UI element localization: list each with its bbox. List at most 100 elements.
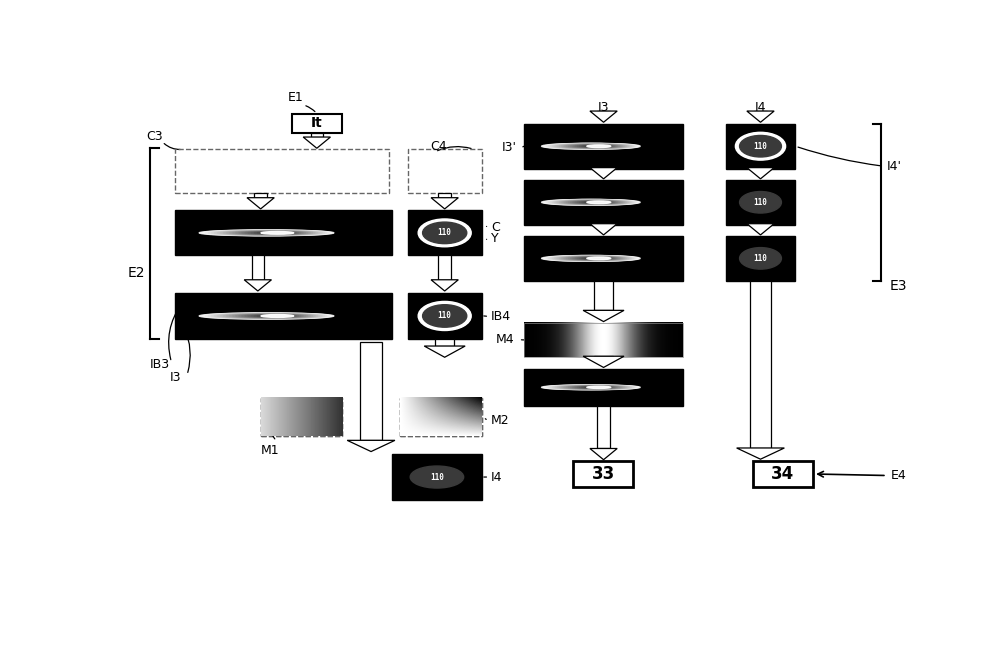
Polygon shape <box>590 448 617 459</box>
Ellipse shape <box>587 386 611 389</box>
Ellipse shape <box>548 256 635 261</box>
Bar <box>408 211 482 256</box>
Ellipse shape <box>211 313 324 318</box>
Ellipse shape <box>548 200 635 205</box>
Text: 110: 110 <box>754 198 767 207</box>
Ellipse shape <box>582 258 609 260</box>
Text: E1: E1 <box>288 91 303 104</box>
Ellipse shape <box>245 314 299 317</box>
Ellipse shape <box>588 146 604 147</box>
Ellipse shape <box>542 143 640 149</box>
Text: 110: 110 <box>754 142 767 151</box>
Polygon shape <box>754 111 767 115</box>
Polygon shape <box>435 340 454 346</box>
Ellipse shape <box>579 387 611 388</box>
Bar <box>524 124 683 169</box>
FancyBboxPatch shape <box>573 461 633 487</box>
Ellipse shape <box>546 385 637 389</box>
Polygon shape <box>431 280 458 291</box>
Ellipse shape <box>221 314 317 318</box>
Polygon shape <box>431 198 458 209</box>
Polygon shape <box>438 193 451 198</box>
Ellipse shape <box>550 385 633 389</box>
Text: I3: I3 <box>170 371 181 384</box>
Ellipse shape <box>562 201 625 204</box>
Ellipse shape <box>233 231 308 234</box>
Ellipse shape <box>239 314 303 317</box>
Ellipse shape <box>546 144 637 149</box>
Ellipse shape <box>568 257 620 260</box>
Text: 110: 110 <box>754 254 767 263</box>
Polygon shape <box>594 356 613 357</box>
Ellipse shape <box>579 201 611 203</box>
Bar <box>261 398 342 436</box>
Ellipse shape <box>557 200 628 205</box>
Ellipse shape <box>573 145 616 148</box>
Polygon shape <box>254 193 267 198</box>
Ellipse shape <box>584 146 608 147</box>
Ellipse shape <box>553 256 632 261</box>
Ellipse shape <box>217 314 320 318</box>
Ellipse shape <box>257 232 289 234</box>
Text: 110: 110 <box>438 311 452 320</box>
Text: 110: 110 <box>430 473 444 481</box>
Ellipse shape <box>553 385 632 389</box>
Polygon shape <box>247 198 274 209</box>
Ellipse shape <box>242 232 301 234</box>
Text: IB3: IB3 <box>150 358 170 371</box>
Ellipse shape <box>248 315 296 317</box>
Ellipse shape <box>214 230 322 235</box>
Ellipse shape <box>586 202 606 203</box>
Polygon shape <box>438 256 451 280</box>
Ellipse shape <box>575 145 614 148</box>
Ellipse shape <box>251 315 294 317</box>
Ellipse shape <box>199 313 334 319</box>
Ellipse shape <box>236 231 306 234</box>
Ellipse shape <box>553 144 632 148</box>
Text: I4: I4 <box>491 471 502 483</box>
Ellipse shape <box>546 200 637 205</box>
Text: E3: E3 <box>889 279 907 293</box>
Ellipse shape <box>553 200 632 205</box>
Text: Y: Y <box>491 232 498 245</box>
Ellipse shape <box>588 258 604 259</box>
Polygon shape <box>597 167 610 169</box>
Polygon shape <box>750 281 771 448</box>
Ellipse shape <box>227 314 313 318</box>
Text: C3: C3 <box>146 130 163 143</box>
Ellipse shape <box>266 232 282 233</box>
Ellipse shape <box>577 258 613 260</box>
Ellipse shape <box>555 256 630 261</box>
Ellipse shape <box>224 231 315 235</box>
Ellipse shape <box>221 231 317 235</box>
Ellipse shape <box>587 257 611 260</box>
Ellipse shape <box>202 313 331 319</box>
Ellipse shape <box>588 202 604 203</box>
Bar <box>408 149 482 193</box>
Ellipse shape <box>573 201 616 204</box>
Bar <box>726 124 795 169</box>
Bar <box>726 180 795 224</box>
Ellipse shape <box>587 201 611 204</box>
Ellipse shape <box>211 230 324 235</box>
Ellipse shape <box>557 385 628 389</box>
Ellipse shape <box>548 385 635 389</box>
Ellipse shape <box>586 258 606 259</box>
Polygon shape <box>754 167 767 169</box>
Ellipse shape <box>577 201 613 203</box>
Ellipse shape <box>230 314 310 318</box>
Ellipse shape <box>550 144 633 149</box>
Polygon shape <box>597 111 610 115</box>
Bar <box>400 398 482 436</box>
Bar <box>175 211 392 256</box>
Text: I3': I3' <box>501 141 516 154</box>
Ellipse shape <box>573 386 616 389</box>
Ellipse shape <box>261 314 294 317</box>
Ellipse shape <box>418 219 471 247</box>
Ellipse shape <box>227 231 313 235</box>
Ellipse shape <box>566 386 621 389</box>
Ellipse shape <box>571 386 618 389</box>
Polygon shape <box>747 224 774 235</box>
Ellipse shape <box>205 313 329 319</box>
Polygon shape <box>244 280 271 291</box>
